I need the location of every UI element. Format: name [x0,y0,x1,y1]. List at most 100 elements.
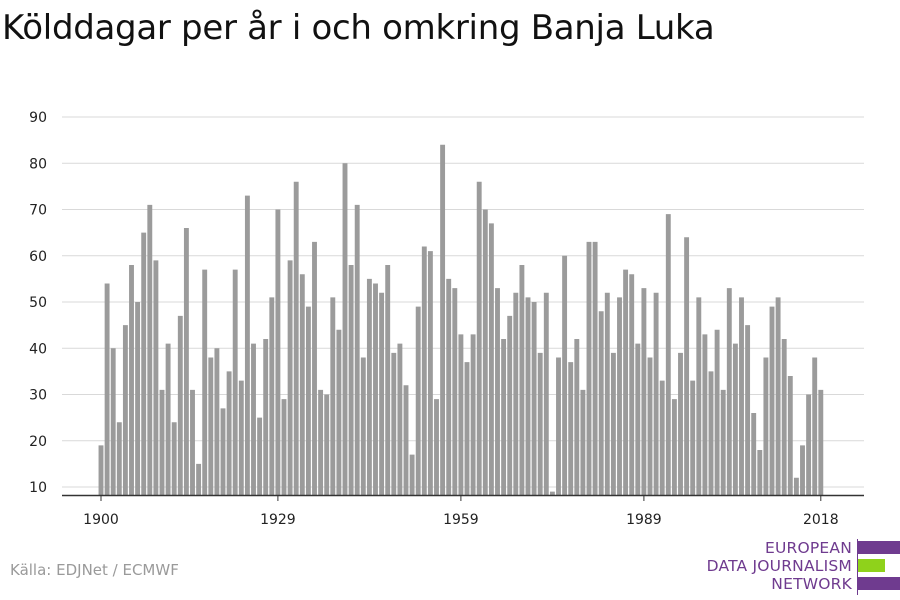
bar-1921 [226,371,232,495]
bar-1946 [379,292,385,495]
bar-1986 [623,269,629,495]
bar-1981 [592,241,598,495]
logo-divider [857,539,858,595]
bar-1947 [385,265,391,495]
bar-1968 [513,292,519,495]
bar-1939 [336,329,342,495]
bar-1953 [421,246,427,495]
bar-1930 [281,399,287,495]
bar-1901 [104,283,110,495]
logo-line-3: NETWORK [771,575,852,593]
bar-1972 [537,352,543,495]
bar-1911 [165,343,171,495]
bar-2014 [793,477,799,495]
bar-1928 [269,297,275,495]
bar-1952 [415,306,421,495]
bar-2011 [775,297,781,495]
bar-1969 [519,265,525,495]
y-tick-label: 80 [29,156,47,172]
y-tick-label: 30 [29,388,47,404]
bar-1951 [409,454,415,495]
bar-1918 [208,357,214,495]
bar-1979 [580,389,586,495]
bar-1933 [299,274,305,495]
bar-1977 [568,362,574,495]
bar-1982 [598,311,604,495]
bar-1937 [324,394,330,495]
bar-1950 [403,385,409,495]
bar-2009 [763,357,769,495]
x-axis-ticks: 1900 1929 1959 1989 2018 [83,495,839,528]
bar-1994 [671,399,677,495]
bar-1927 [263,339,269,495]
bar-1964 [488,223,494,495]
bar-1967 [507,315,513,495]
bar-1900 [98,445,104,495]
bar-1936 [318,389,324,495]
bar-2010 [769,306,775,495]
bar-1909 [153,260,159,495]
bars [98,144,824,495]
bar-1926 [257,417,263,495]
bar-1903 [116,422,122,495]
bar-2008 [757,450,763,495]
bar-2003 [726,288,732,495]
bar-1960 [464,362,470,495]
edjnet-logo: EUROPEAN DATA JOURNALISM NETWORK [700,539,900,595]
bar-1935 [312,241,317,495]
bar-1985 [617,297,622,495]
bar-1997 [690,380,696,495]
bar-1917 [202,269,208,495]
bar-1940 [342,163,348,495]
logo-bar-bottom [858,577,900,590]
bar-1945 [373,283,378,495]
bar-1913 [177,315,183,495]
bar-1970 [525,297,531,495]
bar-1996 [684,237,690,495]
bar-2015 [800,445,805,495]
bar-1916 [196,463,202,495]
x-tick-label: 2018 [803,512,839,528]
x-tick-label: 1989 [626,512,662,528]
bar-1961 [470,334,476,495]
bar-1990 [647,357,653,495]
bar-1923 [238,380,244,495]
bar-1934 [305,306,311,495]
bar-1925 [251,343,256,495]
x-tick-label: 1959 [443,512,479,528]
bar-1910 [159,389,165,495]
bar-1906 [135,302,141,495]
chart-title: Kölddagar per år i och omkring Banja Luk… [2,8,715,48]
bar-2007 [751,413,757,495]
x-tick-label: 1900 [83,512,119,528]
bar-1915 [190,389,195,495]
bar-1980 [586,241,592,495]
bar-1929 [275,209,281,495]
bar-1998 [696,297,702,495]
bar-2017 [812,357,818,495]
y-tick-label: 70 [29,203,47,219]
bar-1954 [427,251,433,495]
bar-1989 [641,288,647,495]
bar-1956 [440,144,446,495]
bar-1942 [354,204,360,495]
bar-1948 [391,352,397,495]
bar-2002 [720,389,726,495]
bar-1976 [562,255,568,495]
bar-1902 [110,348,116,495]
bar-2000 [708,371,714,495]
bar-2001 [714,329,720,495]
bar-2005 [739,297,744,495]
y-tick-label: 60 [29,249,47,265]
bar-1922 [232,269,238,495]
bar-1931 [287,260,293,495]
bar-1965 [495,288,500,495]
bar-1958 [452,288,458,495]
y-axis-ticks: 10 20 30 40 50 60 70 80 90 [29,110,47,496]
bar-1955 [434,399,439,495]
bar-1993 [665,214,671,495]
y-tick-label: 50 [29,295,47,311]
y-tick-label: 10 [29,480,47,496]
bar-2004 [732,343,738,495]
source-note: Källa: EDJNet / ECMWF [10,561,179,579]
